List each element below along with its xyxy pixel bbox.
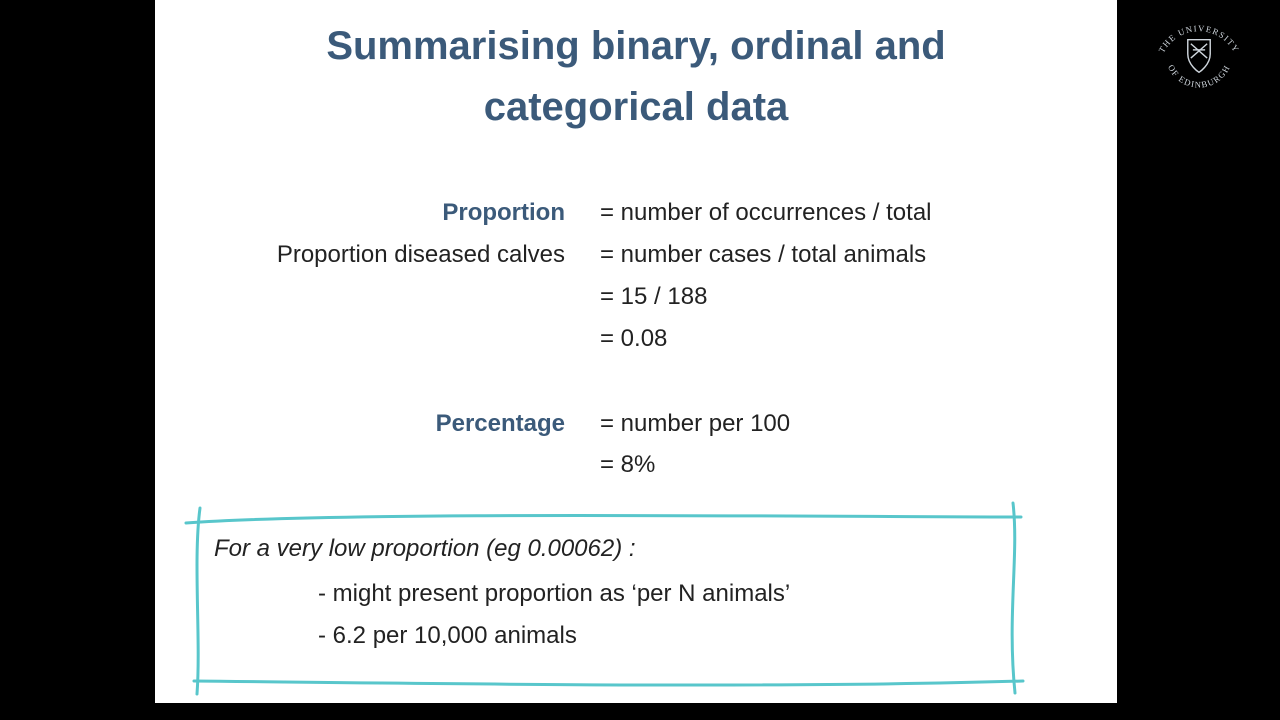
letterbox-right xyxy=(1117,0,1280,720)
note-heading: For a very low proportion (eg 0.00062) : xyxy=(214,535,636,562)
letterbox-bottom xyxy=(0,703,1280,720)
logo-bottom-text: OF EDINBURGH xyxy=(1166,63,1232,90)
definition-row: Percentage = number per 100 xyxy=(155,409,1155,441)
definition-value: = number cases / total animals xyxy=(600,241,927,268)
definition-value: = number per 100 xyxy=(600,410,791,437)
university-logo: THE UNIVERSITY OF EDINBURGH xyxy=(1156,23,1240,90)
definition-row: Proportion diseased calves = number case… xyxy=(155,240,1155,272)
note-item: - might present proportion as ‘per N ani… xyxy=(318,580,791,607)
slide-title: Summarising binary, ordinal and categori… xyxy=(155,16,1117,138)
note-item: - 6.2 per 10,000 animals xyxy=(318,622,577,649)
definition-row: Proportion = number of occurrences / tot… xyxy=(155,198,1155,230)
definition-value: = 15 / 188 xyxy=(600,283,708,310)
term-proportion-diseased-calves: Proportion diseased calves xyxy=(276,241,565,268)
definition-row: = 8% xyxy=(155,450,1155,482)
slide-title-line1: Summarising binary, ordinal and xyxy=(326,24,946,68)
slide-title-line2: categorical data xyxy=(483,85,789,129)
definition-row: = 15 / 188 xyxy=(155,282,1155,314)
definition-value: = number of occurrences / total xyxy=(600,199,932,226)
term-percentage: Percentage xyxy=(435,410,565,437)
definition-value: = 0.08 xyxy=(600,325,668,352)
university-crest-icon xyxy=(1187,38,1211,74)
term-proportion: Proportion xyxy=(442,199,565,226)
letterbox-left xyxy=(0,0,155,720)
definition-value: = 8% xyxy=(600,451,656,478)
definition-row: = 0.08 xyxy=(155,324,1155,356)
